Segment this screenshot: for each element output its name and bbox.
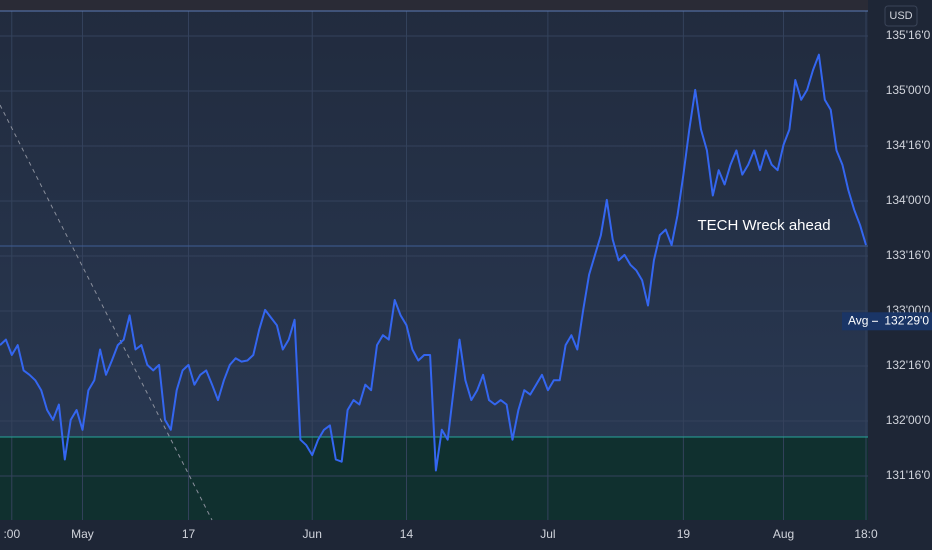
x-tick-label: Jul (540, 527, 555, 541)
currency-box (884, 5, 918, 27)
marks (0, 53, 867, 472)
y-tick-label: 132'16'0 (886, 358, 931, 372)
y-tick-label: 135'00'0 (886, 83, 931, 97)
top-strip (0, 0, 868, 11)
price-line (0, 53, 867, 472)
currency: USD (889, 10, 912, 22)
x-tick-label: Aug (773, 527, 794, 541)
y-tick-label: 131'16'0 (886, 468, 931, 482)
annotation: TECH Wreck ahead (697, 217, 830, 234)
x-tick-label: 18:0 (854, 527, 878, 541)
x-tick-label: May (71, 527, 94, 541)
avg-marker (842, 312, 932, 331)
y-tick-label: 134'16'0 (886, 138, 931, 152)
y-tick-label: 134'00'0 (886, 193, 931, 207)
time-axis (0, 520, 868, 550)
x-tick-label: 14 (400, 527, 414, 541)
x-tick-label: :00 (3, 527, 20, 541)
avg-label: Avg (848, 313, 868, 327)
x-tick-label: 17 (182, 527, 196, 541)
x-tick-label: Jun (303, 527, 322, 541)
avg-value: 132'29'0 (884, 313, 929, 327)
x-tick-label: 19 (677, 527, 691, 541)
price-axis (868, 0, 932, 550)
trend-line (0, 104, 213, 521)
y-tick-label: 132'00'0 (886, 413, 931, 427)
y-tick-label: 133'16'0 (886, 248, 931, 262)
grid (0, 11, 868, 520)
y-tick-label: 135'16'0 (886, 28, 931, 42)
